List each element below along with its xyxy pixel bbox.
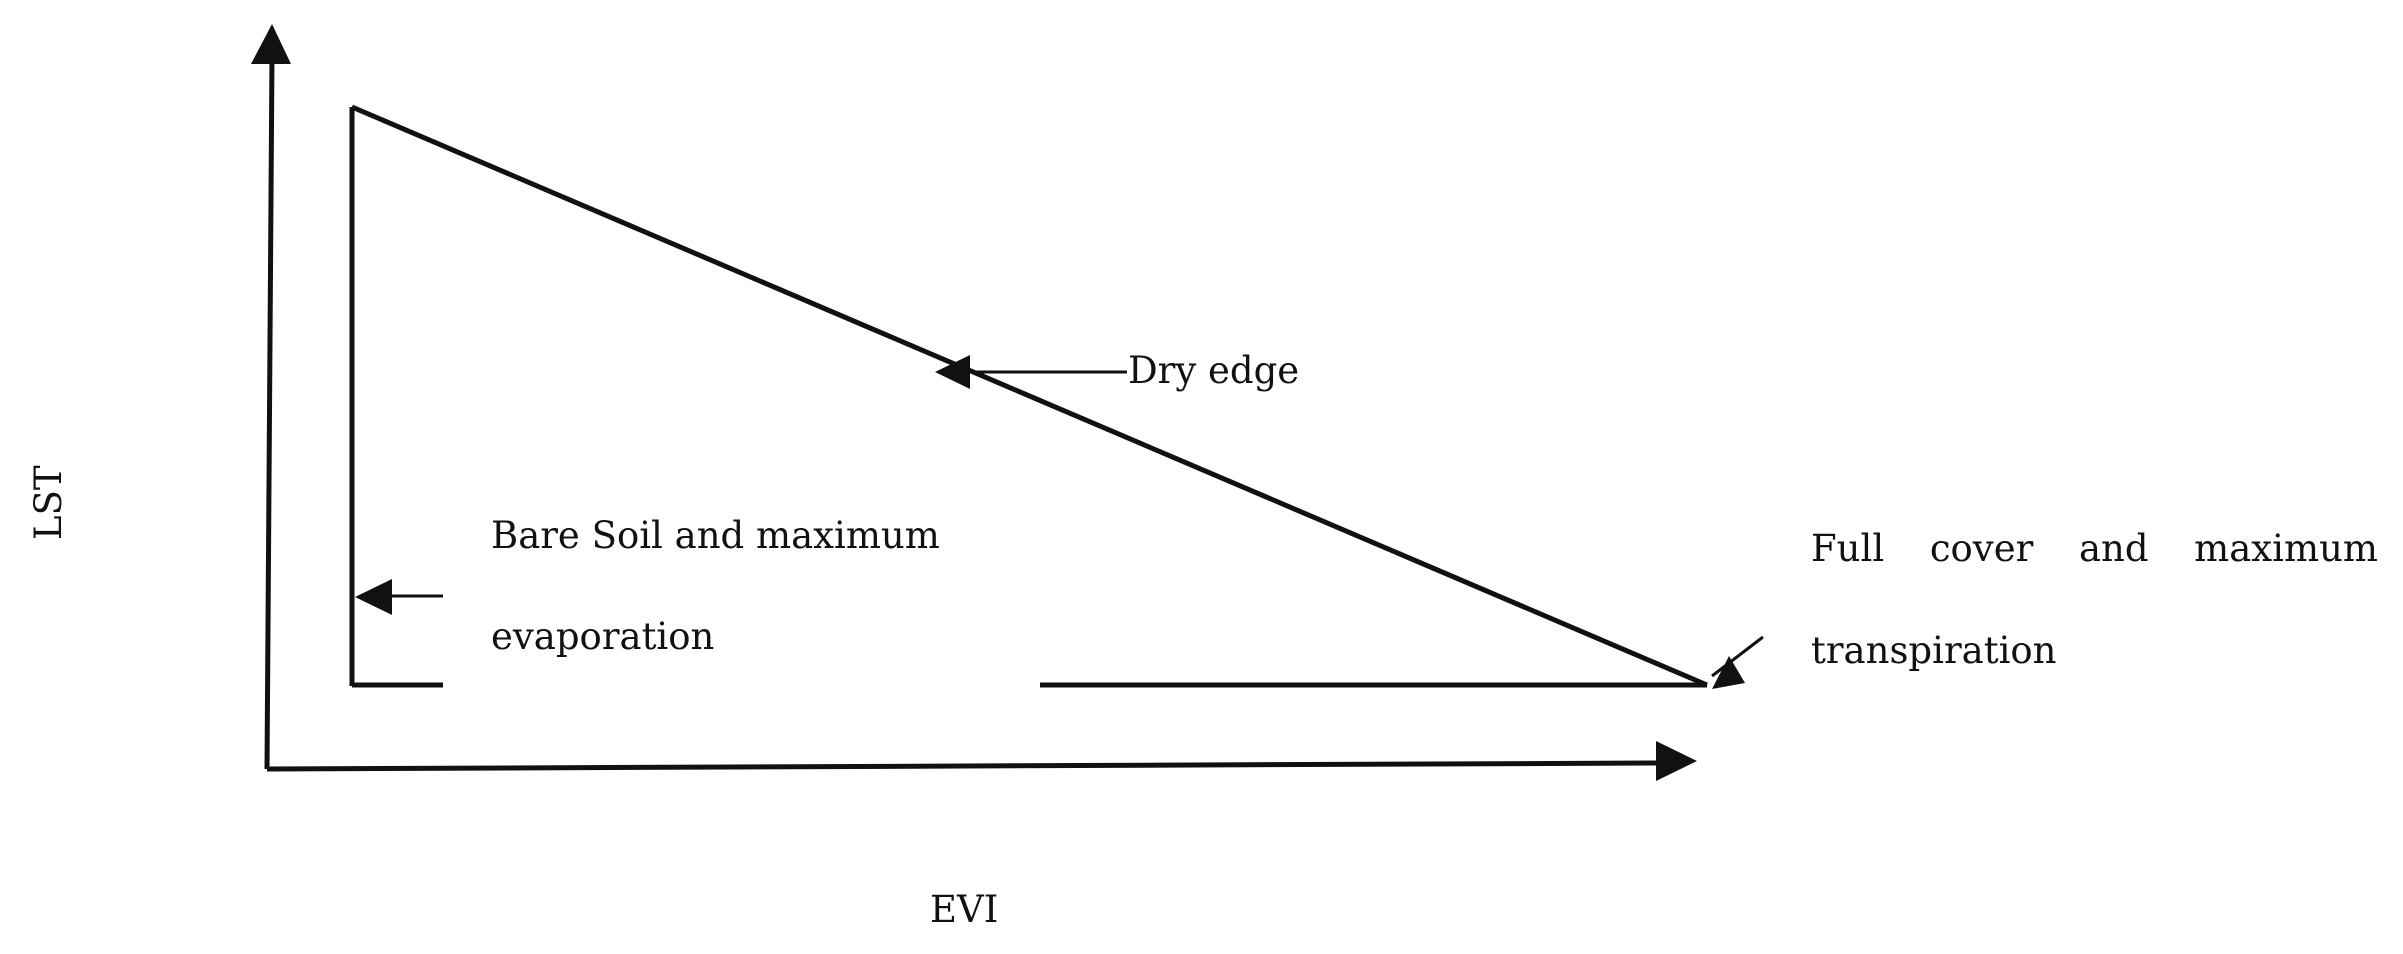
full-cover-word-2: cover [1929,527,2034,570]
full-cover-word-3: and [2078,527,2149,570]
full-cover-word-4: maximum [2194,527,2378,570]
full-cover-pointer-arrowhead [1712,656,1745,689]
full-cover-label-line-2: transpiration [1811,629,2057,672]
dry-edge-label: Dry edge [1128,349,1300,392]
x-axis-arrowhead [1656,741,1697,781]
x-axis-label: EVI [930,888,999,931]
full-cover-word-1: Full [1811,527,1885,570]
x-axis [266,760,1661,772]
full-cover-label-line-1: Full cover and maximum [1811,530,2378,567]
dry-edge-pointer-arrowhead [935,355,970,389]
bare-soil-label-line-1: Bare Soil and maximum [491,514,940,557]
bare-soil-label-line-2: evaporation [491,615,715,658]
bare-soil-pointer-arrowhead [355,579,392,615]
y-axis-label: LST [27,465,70,540]
y-axis-arrowhead [251,24,291,64]
dry-edge-line [351,104,1708,688]
full-cover-pointer-line [1711,635,1764,678]
y-axis [264,54,275,770]
